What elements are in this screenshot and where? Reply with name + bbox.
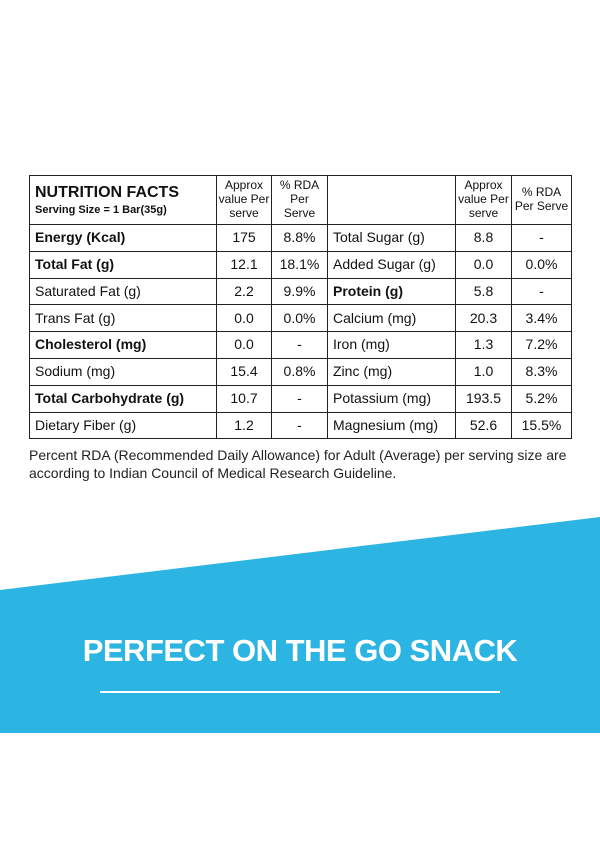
nutrient-value: 175 xyxy=(216,224,272,252)
nutrient-rda: - xyxy=(271,384,328,413)
nutrient-value: 8.8 xyxy=(455,224,512,252)
nutrient-value: 12.1 xyxy=(216,250,272,279)
nutrient-rda: - xyxy=(271,411,328,440)
nutrient-value: 15.4 xyxy=(216,357,272,386)
nutrient-label: Added Sugar (g) xyxy=(327,250,456,279)
nutrient-rda: 0.0% xyxy=(511,250,572,279)
nutrient-rda: - xyxy=(511,224,572,252)
nutrient-rda: 15.5% xyxy=(511,411,572,440)
banner-tagline: PERFECT ON THE GO SNACK xyxy=(82,633,518,668)
nutrient-label: Total Fat (g) xyxy=(29,250,217,279)
nutrient-label: Trans Fat (g) xyxy=(29,304,217,333)
nutrient-label: Cholesterol (mg) xyxy=(29,331,217,359)
nutrition-facts-table: NUTRITION FACTS Serving Size = 1 Bar(35g… xyxy=(29,175,572,440)
nutrient-label: Energy (Kcal) xyxy=(29,224,217,252)
nutrient-value: 2.2 xyxy=(216,277,272,306)
approx-value-header: Approx value Per serve xyxy=(216,175,272,225)
nutrient-value: 20.3 xyxy=(455,304,512,333)
nutrient-rda: - xyxy=(271,331,328,359)
nutrient-value: 0.0 xyxy=(216,304,272,333)
table-row: Dietary Fiber (g) 1.2- Magnesium (mg) 52.6 1… xyxy=(29,411,572,440)
nutrient-label: Sodium (mg) xyxy=(29,357,217,386)
nutrient-label: Zinc (mg) xyxy=(327,357,456,386)
table-header-row: NUTRITION FACTS Serving Size = 1 Bar(35g… xyxy=(29,175,572,225)
nutrient-value: 52.6 xyxy=(455,411,512,440)
rda-header-right: % RDA Per Serve xyxy=(511,175,572,225)
nutrient-rda: 9.9% xyxy=(271,277,328,306)
nutrient-rda: - xyxy=(511,277,572,306)
table-row: Total Fat (g) 12.1 18.1% Added Sugar (g) 0.0… xyxy=(29,250,572,279)
nutrient-rda: 7.2% xyxy=(511,331,572,359)
nutrient-label: Saturated Fat (g) xyxy=(29,277,217,306)
nutrient-rda: 8.8% xyxy=(271,224,328,252)
table-row: Cholesterol (mg) 0.0- Iron (mg) 1.3 7.2% xyxy=(29,331,572,359)
nutrient-value: 1.2 xyxy=(216,411,272,440)
nutrition-facts-title: NUTRITION FACTS xyxy=(35,184,179,202)
nutrient-value: 1.0 xyxy=(455,357,512,386)
nutrient-value: 0.0 xyxy=(455,250,512,279)
table-row: Saturated Fat (g) 2.2 9.9% Protein (g) 5.8- xyxy=(29,277,572,306)
nutrient-value: 10.7 xyxy=(216,384,272,413)
nutrient-rda: 5.2% xyxy=(511,384,572,413)
table-row: Total Carbohydrate (g) 10.7- Potassium (mg… xyxy=(29,384,572,413)
approx-value-header-right: Approx value Per serve xyxy=(455,175,512,225)
serving-size: Serving Size = 1 Bar(35g) xyxy=(35,203,167,216)
blank-header-cell xyxy=(327,175,456,225)
nutrient-label: Protein (g) xyxy=(327,277,456,306)
table-row: Trans Fat (g) 0.0 0.0% Calcium (mg) 20.3 3.4% xyxy=(29,304,572,333)
rda-header: % RDA Per Serve xyxy=(271,175,328,225)
nutrient-value: 0.0 xyxy=(216,331,272,359)
rda-footnote: Percent RDA (Recommended Daily Allowance… xyxy=(29,447,567,481)
nutrient-value: 193.5 xyxy=(455,384,512,413)
nutrient-label: Total Carbohydrate (g) xyxy=(29,384,217,413)
nutrient-label: Dietary Fiber (g) xyxy=(29,411,217,440)
nutrient-rda: 18.1% xyxy=(271,250,328,279)
nutrient-label: Total Sugar (g) xyxy=(327,224,456,252)
nutrient-label: Magnesium (mg) xyxy=(327,411,456,440)
nutrient-label: Calcium (mg) xyxy=(327,304,456,333)
nutrient-rda: 0.0% xyxy=(271,304,328,333)
nutrient-rda: 0.8% xyxy=(271,357,328,386)
nutrient-value: 1.3 xyxy=(455,331,512,359)
nutrient-rda: 3.4% xyxy=(511,304,572,333)
nutrient-label: Iron (mg) xyxy=(327,331,456,359)
nutrient-value: 5.8 xyxy=(455,277,512,306)
table-title-cell: NUTRITION FACTS Serving Size = 1 Bar(35g… xyxy=(29,175,217,225)
table-row: Energy (Kcal) 175 8.8% Total Sugar (g) 8.8- xyxy=(29,224,572,252)
nutrient-rda: 8.3% xyxy=(511,357,572,386)
nutrient-label: Potassium (mg) xyxy=(327,384,456,413)
table-row: Sodium (mg) 15.4 0.8% Zinc (mg) 1.0 8.3% xyxy=(29,357,572,386)
tagline-underline xyxy=(100,691,500,693)
